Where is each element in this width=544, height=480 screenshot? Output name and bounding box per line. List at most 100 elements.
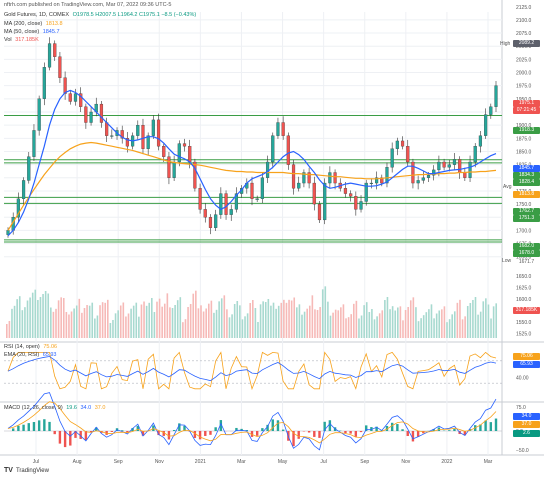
volume-bar bbox=[220, 298, 223, 338]
volume-bar bbox=[466, 306, 469, 338]
candle-body bbox=[297, 182, 301, 189]
candle-body bbox=[73, 93, 78, 102]
macd-histogram-bar bbox=[157, 431, 160, 436]
tag-r1: 1918.3 bbox=[513, 127, 540, 134]
volume-bar bbox=[47, 293, 50, 338]
candle-body bbox=[302, 172, 306, 184]
volume-bar bbox=[288, 299, 290, 338]
candle-body bbox=[307, 172, 311, 184]
legend-macd: MACD (12, 26, close, 9) 19.6 34.0 37.0 bbox=[4, 405, 105, 411]
volume-bar bbox=[109, 323, 112, 338]
volume-bar bbox=[75, 305, 78, 338]
candle-body bbox=[468, 161, 472, 178]
price-tick-label: 1750.0 bbox=[516, 202, 532, 208]
legend-ohlc: O1978.5 H2007.5 L1964.2 C1975.1 −8.5 (−0… bbox=[72, 12, 197, 18]
tag-vol: 317.185K bbox=[513, 307, 540, 314]
volume-bar bbox=[329, 315, 332, 338]
candle-body bbox=[369, 182, 373, 185]
volume-bar bbox=[189, 304, 192, 338]
volume-bar bbox=[166, 293, 169, 338]
volume-bar bbox=[70, 311, 73, 338]
volume-bar bbox=[210, 300, 213, 338]
volume-bar bbox=[402, 320, 404, 338]
candle-body bbox=[219, 193, 223, 215]
macd-histogram-bar bbox=[136, 425, 139, 431]
volume-bar bbox=[145, 305, 148, 338]
volume-bar bbox=[409, 300, 412, 338]
volume-bar bbox=[158, 298, 161, 338]
x-tick-label: May bbox=[278, 459, 288, 465]
volume-bar bbox=[451, 314, 453, 338]
volume-bar bbox=[119, 305, 122, 338]
candle-body bbox=[478, 135, 483, 147]
footer-brand[interactable]: TV TradingView bbox=[4, 467, 49, 474]
volume-bar bbox=[435, 313, 438, 338]
volume-bar bbox=[360, 315, 363, 338]
macd-histogram-bar bbox=[48, 421, 51, 431]
candle-body bbox=[188, 146, 192, 163]
volume-bar bbox=[60, 297, 62, 338]
volume-bar bbox=[179, 297, 182, 338]
candle-body bbox=[426, 175, 431, 178]
volume-bar bbox=[161, 306, 163, 338]
low-label: Low bbox=[502, 258, 512, 264]
candle-body bbox=[203, 209, 207, 218]
candle-body bbox=[156, 119, 161, 147]
tag-ema: 65.93 bbox=[513, 361, 540, 368]
volume-bar bbox=[184, 319, 187, 338]
volume-bar bbox=[469, 303, 472, 338]
volume-bar bbox=[358, 318, 360, 338]
volume-bar bbox=[456, 302, 459, 338]
volume-bar bbox=[464, 316, 466, 338]
macd-histogram-bar bbox=[448, 430, 451, 431]
legend-macd-name: MACD (12, 26, close, 9) bbox=[4, 405, 63, 411]
volume-bar bbox=[293, 297, 296, 338]
volume-bar bbox=[99, 305, 101, 338]
volume-bar bbox=[13, 305, 16, 338]
volume-bar bbox=[249, 303, 252, 338]
x-tick-label: Sep bbox=[360, 459, 369, 465]
volume-bar bbox=[485, 298, 487, 338]
volume-bar bbox=[474, 297, 477, 338]
macd-histogram-bar bbox=[349, 431, 352, 434]
candle-body bbox=[167, 156, 171, 178]
macd-histogram-bar bbox=[178, 423, 181, 431]
volume-bar bbox=[205, 308, 207, 338]
volume-bar bbox=[477, 314, 479, 338]
macd-histogram-bar bbox=[396, 424, 399, 431]
macd-histogram-bar bbox=[17, 425, 20, 431]
candle-body bbox=[437, 161, 441, 171]
macd-histogram-bar bbox=[53, 431, 56, 435]
macd-histogram-bar bbox=[110, 431, 114, 432]
volume-bar bbox=[446, 322, 448, 338]
volume-bar bbox=[187, 307, 189, 338]
candle-body bbox=[110, 135, 114, 137]
macd-signal-line bbox=[7, 401, 497, 444]
price-tick-label: 2100.0 bbox=[516, 18, 532, 24]
volume-bar bbox=[24, 307, 26, 338]
legend-rsi-value: 75.06 bbox=[43, 344, 58, 350]
volume-bar bbox=[241, 319, 244, 338]
volume-bar bbox=[290, 300, 293, 338]
candle-body bbox=[234, 193, 239, 210]
tag-ma200: 1813.8 bbox=[513, 191, 540, 198]
macd-histogram-bar bbox=[209, 431, 212, 435]
volume-bar bbox=[195, 290, 197, 338]
macd-histogram-bar bbox=[167, 431, 171, 440]
tag-s2: 1828.4 bbox=[513, 179, 540, 186]
macd-histogram-bar bbox=[193, 431, 197, 438]
volume-tick-label: 1525.0 bbox=[516, 332, 532, 338]
candle-body bbox=[447, 164, 451, 168]
candle-body bbox=[32, 130, 36, 157]
macd-histogram-bar bbox=[344, 431, 347, 434]
macd-histogram-bar bbox=[219, 420, 223, 431]
volume-bar bbox=[65, 312, 68, 338]
volume-bar bbox=[355, 300, 358, 338]
macd-histogram-bar bbox=[385, 425, 389, 431]
macd-histogram-bar bbox=[11, 428, 15, 431]
price-tick-label: 1850.0 bbox=[516, 149, 532, 155]
macd-histogram-bar bbox=[479, 424, 482, 431]
volume-bar bbox=[148, 302, 151, 338]
rsi-line bbox=[7, 351, 497, 391]
